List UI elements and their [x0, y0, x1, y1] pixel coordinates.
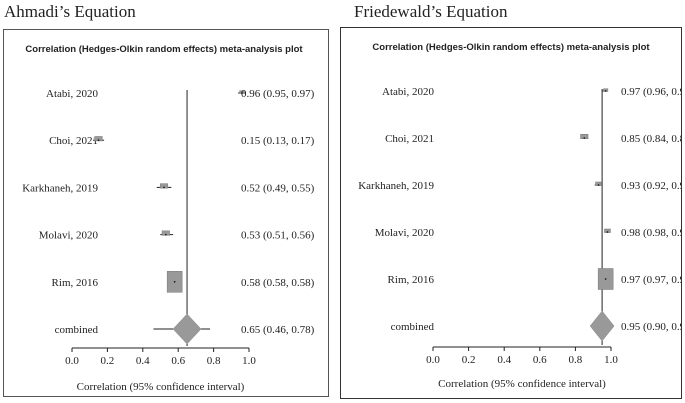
- x-tick-label: 0.4: [497, 354, 511, 366]
- heading-ahmadi: Ahmadi’s Equation: [4, 2, 136, 21]
- study-0-point: [604, 90, 607, 92]
- x-tick-label: 1.0: [604, 354, 618, 366]
- study-4-point: [173, 280, 176, 283]
- x-tick-label: 0.8: [569, 354, 583, 366]
- study-0-ci-text: 0.96 (0.95, 0.97): [241, 88, 315, 100]
- x-axis-title: Correlation (95% confidence interval): [77, 381, 245, 393]
- combined-diamond: [589, 310, 615, 342]
- study-1-point: [97, 139, 100, 142]
- combined-diamond: [172, 313, 202, 345]
- study-1-point: [583, 137, 586, 139]
- study-4-ci-text: 0.97 (0.97, 0.97): [621, 274, 681, 286]
- study-3-label: Molavi, 2020: [375, 227, 435, 239]
- x-tick-label: 0.4: [136, 355, 150, 367]
- plot-title: Correlation (Hedges-Olkin random effects…: [372, 42, 650, 53]
- study-2-point: [597, 184, 600, 186]
- x-tick-label: 0.6: [533, 354, 547, 366]
- combined-label: combined: [55, 324, 99, 336]
- x-tick-label: 1.0: [242, 355, 256, 367]
- study-4-point: [604, 278, 607, 280]
- combined-label: combined: [391, 321, 435, 333]
- forest-plot-panel-friedewald: Correlation (Hedges-Olkin random effects…: [340, 27, 682, 399]
- study-3-label: Molavi, 2020: [39, 230, 99, 242]
- study-2-label: Karkhaneh, 2019: [358, 180, 434, 192]
- study-1-label: Choi, 2021: [49, 135, 98, 147]
- x-tick-label: 0.2: [462, 354, 476, 366]
- study-0-point: [241, 92, 243, 94]
- heading-friedewald: Friedewald’s Equation: [354, 2, 508, 21]
- study-4-label: Rim, 2016: [52, 277, 99, 289]
- study-3-ci-text: 0.98 (0.98, 0.98): [621, 227, 681, 239]
- x-tick-label: 0.0: [65, 355, 79, 367]
- study-4-ci-text: 0.58 (0.58, 0.58): [241, 277, 315, 289]
- study-3-point: [606, 231, 609, 233]
- plot-title: Correlation (Hedges-Olkin random effects…: [25, 44, 303, 55]
- x-tick-label: 0.2: [101, 355, 115, 367]
- study-1-ci-text: 0.15 (0.13, 0.17): [241, 135, 315, 147]
- study-3-ci-text: 0.53 (0.51, 0.56): [241, 230, 315, 242]
- study-2-ci-text: 0.52 (0.49, 0.55): [241, 182, 315, 194]
- study-2-point: [163, 186, 165, 189]
- study-2-ci-text: 0.93 (0.92, 0.93): [621, 180, 681, 192]
- study-0-ci-text: 0.97 (0.96, 0.97): [621, 86, 681, 98]
- study-2-label: Karkhaneh, 2019: [22, 182, 98, 194]
- study-1-ci-text: 0.85 (0.84, 0.86): [621, 133, 681, 145]
- study-1-label: Choi, 2021: [385, 133, 434, 145]
- study-0-label: Atabi, 2020: [382, 86, 434, 98]
- x-tick-label: 0.8: [207, 355, 221, 367]
- forest-plot-ahmadi: Correlation (Hedges-Olkin random effects…: [22, 44, 315, 393]
- study-0-label: Atabi, 2020: [46, 88, 98, 100]
- x-axis-title: Correlation (95% confidence interval): [438, 378, 606, 390]
- study-3-point: [164, 233, 167, 236]
- forest-plot-panel-ahmadi: Correlation (Hedges-Olkin random effects…: [3, 29, 329, 397]
- study-4-label: Rim, 2016: [388, 274, 435, 286]
- x-tick-label: 0.0: [426, 354, 440, 366]
- x-tick-label: 0.6: [171, 355, 185, 367]
- combined-ci-text: 0.95 (0.90, 0.98): [621, 321, 681, 333]
- combined-ci-text: 0.65 (0.46, 0.78): [241, 324, 315, 336]
- forest-plot-friedewald: Correlation (Hedges-Olkin random effects…: [358, 42, 681, 390]
